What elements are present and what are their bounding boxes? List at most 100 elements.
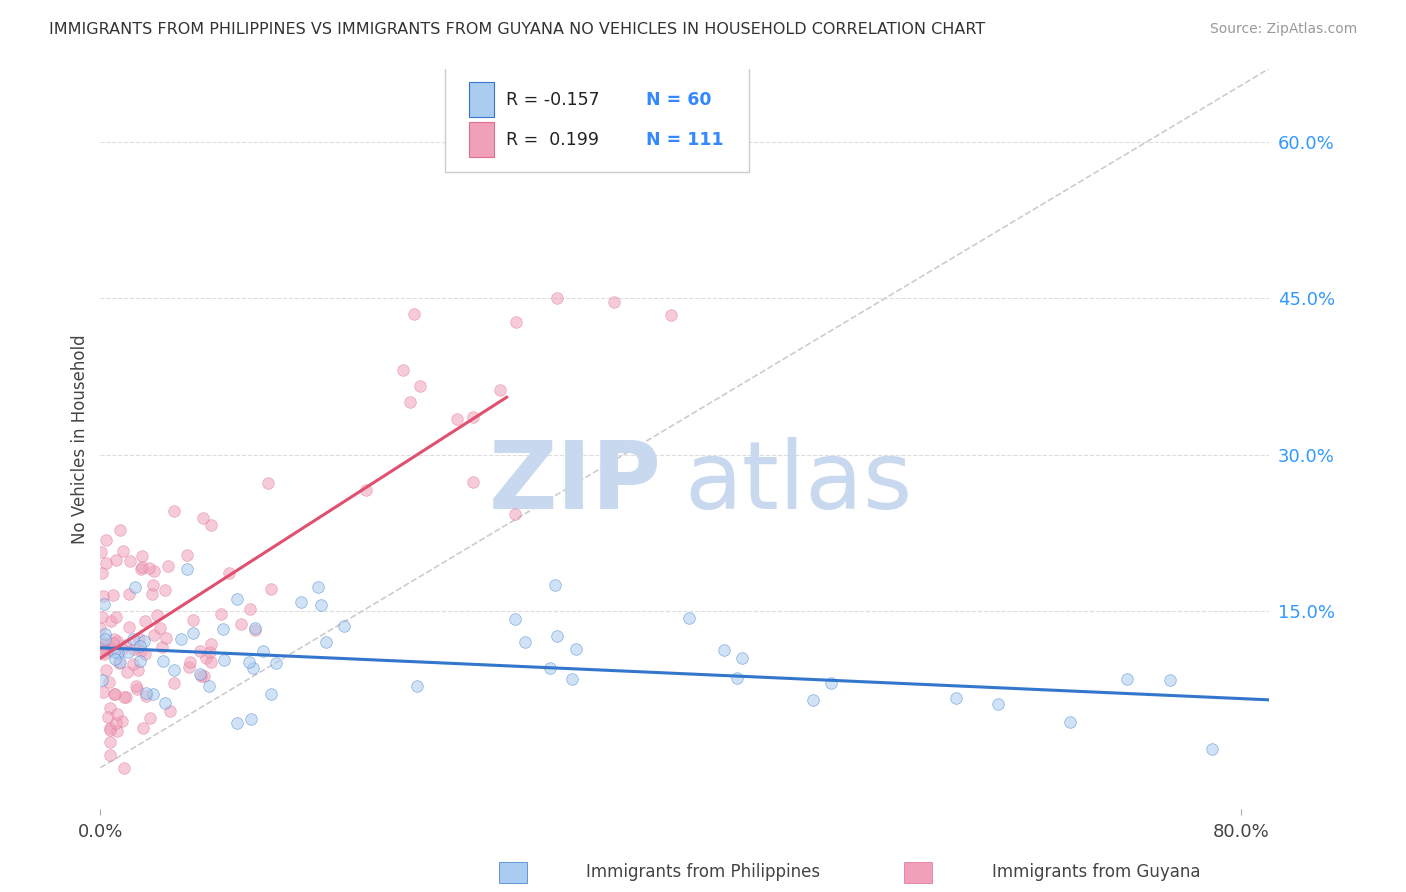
Point (115, 638, 138, 652)
Point (105, 634, 128, 648)
Point (188, 644, 211, 658)
Point (103, 645, 125, 659)
Point (406, 679, 429, 693)
Point (107, 646, 129, 660)
Point (132, 721, 155, 735)
Point (256, 475, 278, 490)
Point (142, 628, 165, 642)
Point (195, 651, 218, 665)
Point (503, 507, 526, 521)
Point (134, 634, 156, 648)
Point (129, 639, 152, 653)
Point (122, 657, 145, 672)
Point (112, 761, 135, 775)
Point (139, 711, 162, 725)
Point (100, 723, 122, 737)
Point (198, 679, 221, 693)
Point (104, 609, 127, 624)
Point (105, 553, 128, 567)
FancyBboxPatch shape (468, 122, 495, 157)
Point (135, 686, 157, 700)
Point (125, 681, 148, 696)
Point (122, 642, 145, 657)
Point (731, 651, 754, 665)
Point (1159, 673, 1181, 688)
Point (200, 518, 222, 533)
Point (181, 613, 204, 627)
Point (118, 587, 141, 601)
Point (117, 665, 139, 679)
Point (149, 621, 172, 635)
Point (104, 652, 127, 666)
Point (1059, 714, 1081, 729)
Point (333, 618, 356, 632)
Point (170, 632, 193, 647)
Point (90, 566, 112, 580)
Point (191, 511, 214, 525)
Point (240, 712, 263, 726)
Y-axis label: No Vehicles in Household: No Vehicles in Household (72, 334, 89, 544)
Point (200, 655, 222, 669)
Point (142, 564, 165, 578)
Point (118, 620, 141, 634)
Point (163, 504, 186, 518)
Point (402, 308, 425, 322)
Point (129, 562, 152, 576)
Point (94, 627, 117, 641)
Point (801, 693, 824, 707)
Point (141, 587, 163, 601)
Point (100, 643, 122, 657)
Point (392, 363, 415, 377)
Point (713, 643, 735, 657)
Point (93, 632, 115, 646)
Point (226, 592, 249, 607)
Text: IMMIGRANTS FROM PHILIPPINES VS IMMIGRANTS FROM GUYANA NO VEHICLES IN HOUSEHOLD C: IMMIGRANTS FROM PHILIPPINES VS IMMIGRANT… (49, 22, 986, 37)
Point (101, 641, 124, 656)
Point (1201, 742, 1223, 756)
Text: R = -0.157: R = -0.157 (506, 91, 599, 109)
Text: atlas: atlas (685, 437, 912, 530)
Point (104, 716, 127, 731)
Point (544, 578, 567, 592)
Point (226, 716, 249, 731)
Point (128, 632, 150, 646)
Point (131, 559, 153, 574)
Point (90, 673, 112, 688)
Point (181, 626, 204, 640)
Point (264, 656, 287, 670)
Point (211, 622, 233, 636)
Point (945, 690, 967, 705)
Point (163, 676, 186, 690)
Point (91, 645, 114, 659)
Point (242, 661, 264, 675)
Point (546, 629, 568, 643)
Point (142, 687, 165, 701)
Point (218, 566, 240, 580)
Point (153, 582, 176, 597)
Point (515, 635, 537, 649)
Point (446, 412, 468, 426)
Point (90, 634, 112, 648)
Point (134, 615, 156, 629)
Point (146, 607, 169, 622)
Point (461, 409, 484, 424)
Point (105, 707, 128, 722)
Point (153, 696, 176, 710)
Point (200, 637, 222, 651)
Text: Source: ZipAtlas.com: Source: ZipAtlas.com (1209, 22, 1357, 37)
Point (90, 640, 112, 655)
Text: R =  0.199: R = 0.199 (506, 130, 599, 149)
Point (602, 295, 624, 310)
Text: Immigrants from Philippines: Immigrants from Philippines (586, 863, 820, 881)
Point (546, 292, 568, 306)
Point (538, 661, 561, 675)
Point (96, 556, 118, 570)
Point (409, 378, 432, 392)
Point (108, 655, 131, 669)
Point (159, 705, 181, 719)
Point (488, 383, 510, 397)
Point (725, 671, 748, 685)
FancyBboxPatch shape (446, 65, 749, 172)
Point (103, 632, 125, 647)
Point (142, 578, 165, 592)
